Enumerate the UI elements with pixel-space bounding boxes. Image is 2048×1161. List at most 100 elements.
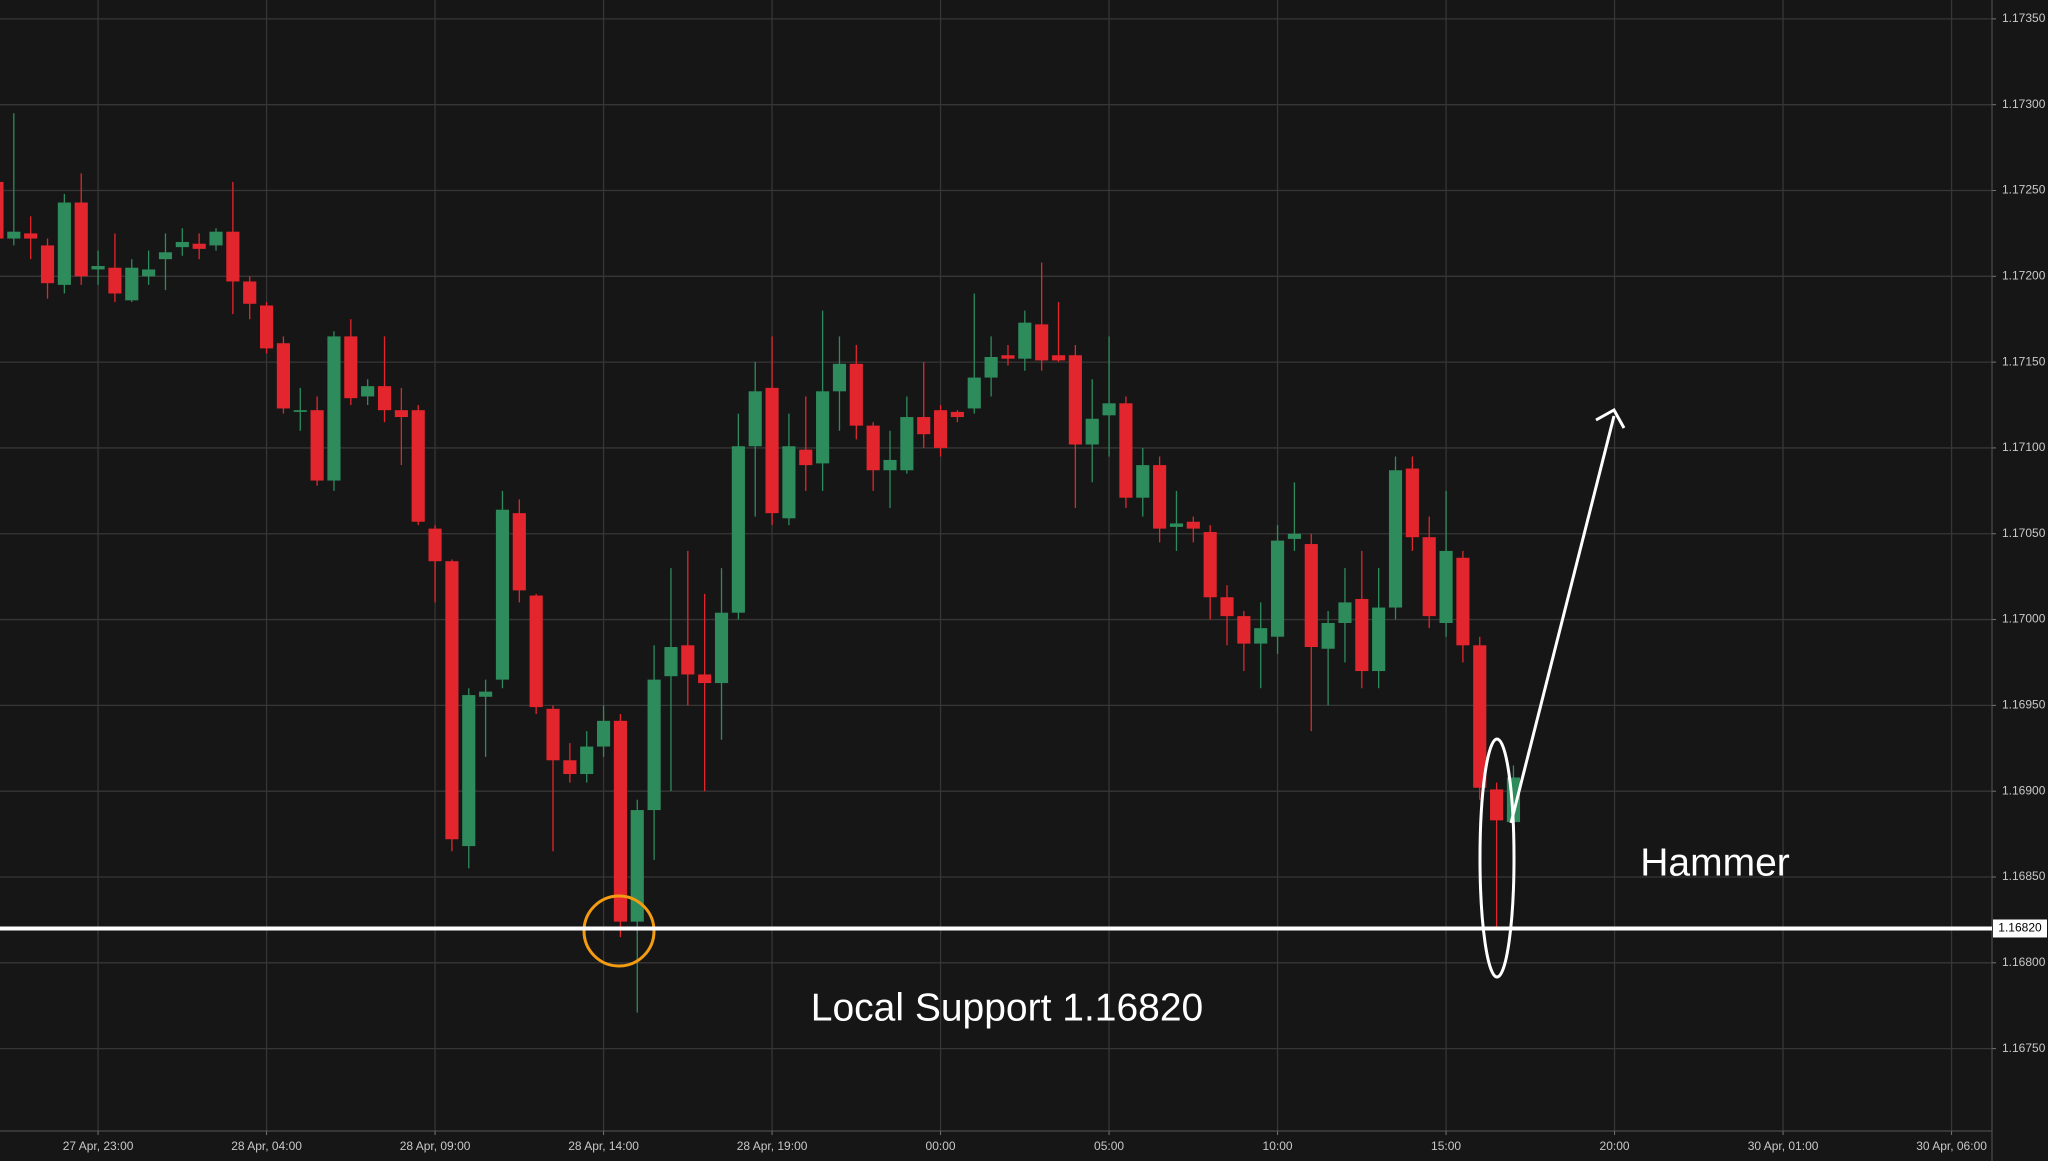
candle-body (1169, 523, 1184, 527)
x-tick-label: 15:00 (1431, 1139, 1461, 1153)
candle-body (91, 266, 105, 270)
y-tick-label: 1.17100 (2002, 440, 2046, 454)
candle-body (832, 363, 847, 392)
arrow-head (1595, 407, 1626, 429)
candle-body (849, 363, 863, 426)
candle-body (192, 243, 206, 249)
candle-body (681, 645, 695, 675)
candle-body (462, 695, 476, 847)
candles (0, 113, 1521, 1013)
candle-body (546, 708, 560, 761)
candle-body (276, 343, 290, 409)
candle-body (57, 202, 71, 285)
candle-body (1085, 418, 1099, 445)
candle-body (967, 377, 981, 409)
candle-body (226, 231, 240, 282)
candle-body (1068, 355, 1082, 445)
candle-body (1422, 537, 1436, 617)
candle-body (698, 674, 712, 684)
support-label-box (1993, 919, 2047, 938)
candle-body (1456, 557, 1470, 646)
candle-body (917, 417, 931, 435)
overlay: Local Support 1.16820 Hammer 1.16820 (0, 407, 2047, 1029)
candle-body (731, 446, 745, 613)
candle-body (7, 231, 21, 239)
annotation: Hammer (1640, 841, 1790, 884)
candle-body (259, 305, 274, 349)
candle-body (866, 425, 880, 471)
x-tick-label: 30 Apr, 06:00 (1916, 1139, 1987, 1153)
y-tick-label: 1.17300 (2002, 97, 2046, 111)
candle-body (1388, 470, 1403, 608)
candle-body (1287, 533, 1301, 539)
candle-body (479, 691, 493, 697)
x-tick-label: 28 Apr, 04:00 (231, 1139, 302, 1153)
candle-body (0, 181, 4, 239)
x-tick-label: 20:00 (1600, 1139, 1630, 1153)
candle-body (714, 612, 729, 684)
y-tick-label: 1.16900 (2002, 783, 2046, 797)
candle-body (933, 410, 948, 448)
candle-body (293, 410, 307, 412)
candle-body (445, 561, 459, 840)
y-tick-label: 1.16800 (2002, 955, 2046, 969)
x-tick-label: 05:00 (1094, 1139, 1124, 1153)
candle-body (394, 410, 408, 418)
candle-body (1186, 521, 1200, 529)
candle-body (563, 760, 577, 775)
candle-body (1270, 540, 1285, 637)
candle-body (782, 446, 796, 519)
candle-body (950, 411, 964, 418)
candle-body (1490, 789, 1504, 821)
candle-body (495, 509, 510, 680)
candle-body (1153, 465, 1167, 529)
candle-body (596, 720, 611, 747)
candle-body (361, 386, 375, 397)
candle-body (428, 528, 442, 562)
y-tick-label: 1.16950 (2002, 698, 2046, 712)
x-tick-label: 10:00 (1263, 1139, 1293, 1153)
candle-body (1220, 597, 1234, 617)
candle-body (630, 810, 644, 922)
x-tick-label: 28 Apr, 19:00 (737, 1139, 808, 1153)
x-tick-label: 28 Apr, 14:00 (568, 1139, 639, 1153)
candle-body (1473, 645, 1487, 788)
candle-body (1372, 607, 1386, 672)
candle-body (158, 252, 173, 260)
candle-body (24, 233, 38, 239)
candle-body (125, 267, 139, 301)
y-tick-label: 1.17250 (2002, 183, 2046, 197)
candle-body (411, 410, 425, 522)
y-tick-label: 1.16750 (2002, 1041, 2046, 1055)
candle-body (1035, 324, 1049, 361)
x-tick-label: 27 Apr, 23:00 (63, 1139, 134, 1153)
candle-body (1304, 544, 1318, 648)
candle-body (1136, 465, 1150, 498)
highlight-ellipse (1478, 737, 1516, 979)
candle-body (799, 449, 813, 466)
candle-body (816, 391, 830, 464)
candle-body (327, 336, 341, 481)
candle-body (1203, 532, 1217, 598)
candle-body (108, 267, 122, 294)
highlight-circle (582, 894, 656, 968)
candle-body (1102, 403, 1116, 416)
candle-body (1321, 622, 1335, 649)
candle-body (1237, 616, 1251, 644)
support-label: 1.16820 (1998, 921, 2042, 935)
candle-body (377, 386, 392, 411)
candle-body (580, 746, 594, 775)
arrow-shaft (1509, 415, 1616, 824)
candle-body (243, 281, 257, 304)
candle-body (765, 387, 779, 514)
y-tick-label: 1.17350 (2002, 11, 2046, 25)
x-tick-label: 28 Apr, 09:00 (400, 1139, 471, 1153)
x-tick-label: 00:00 (926, 1139, 956, 1153)
candle-body (1355, 598, 1369, 672)
y-tick-label: 1.17200 (2002, 268, 2046, 282)
candle-body (748, 391, 762, 447)
candle-body (900, 417, 914, 471)
candle-body (1405, 468, 1419, 538)
